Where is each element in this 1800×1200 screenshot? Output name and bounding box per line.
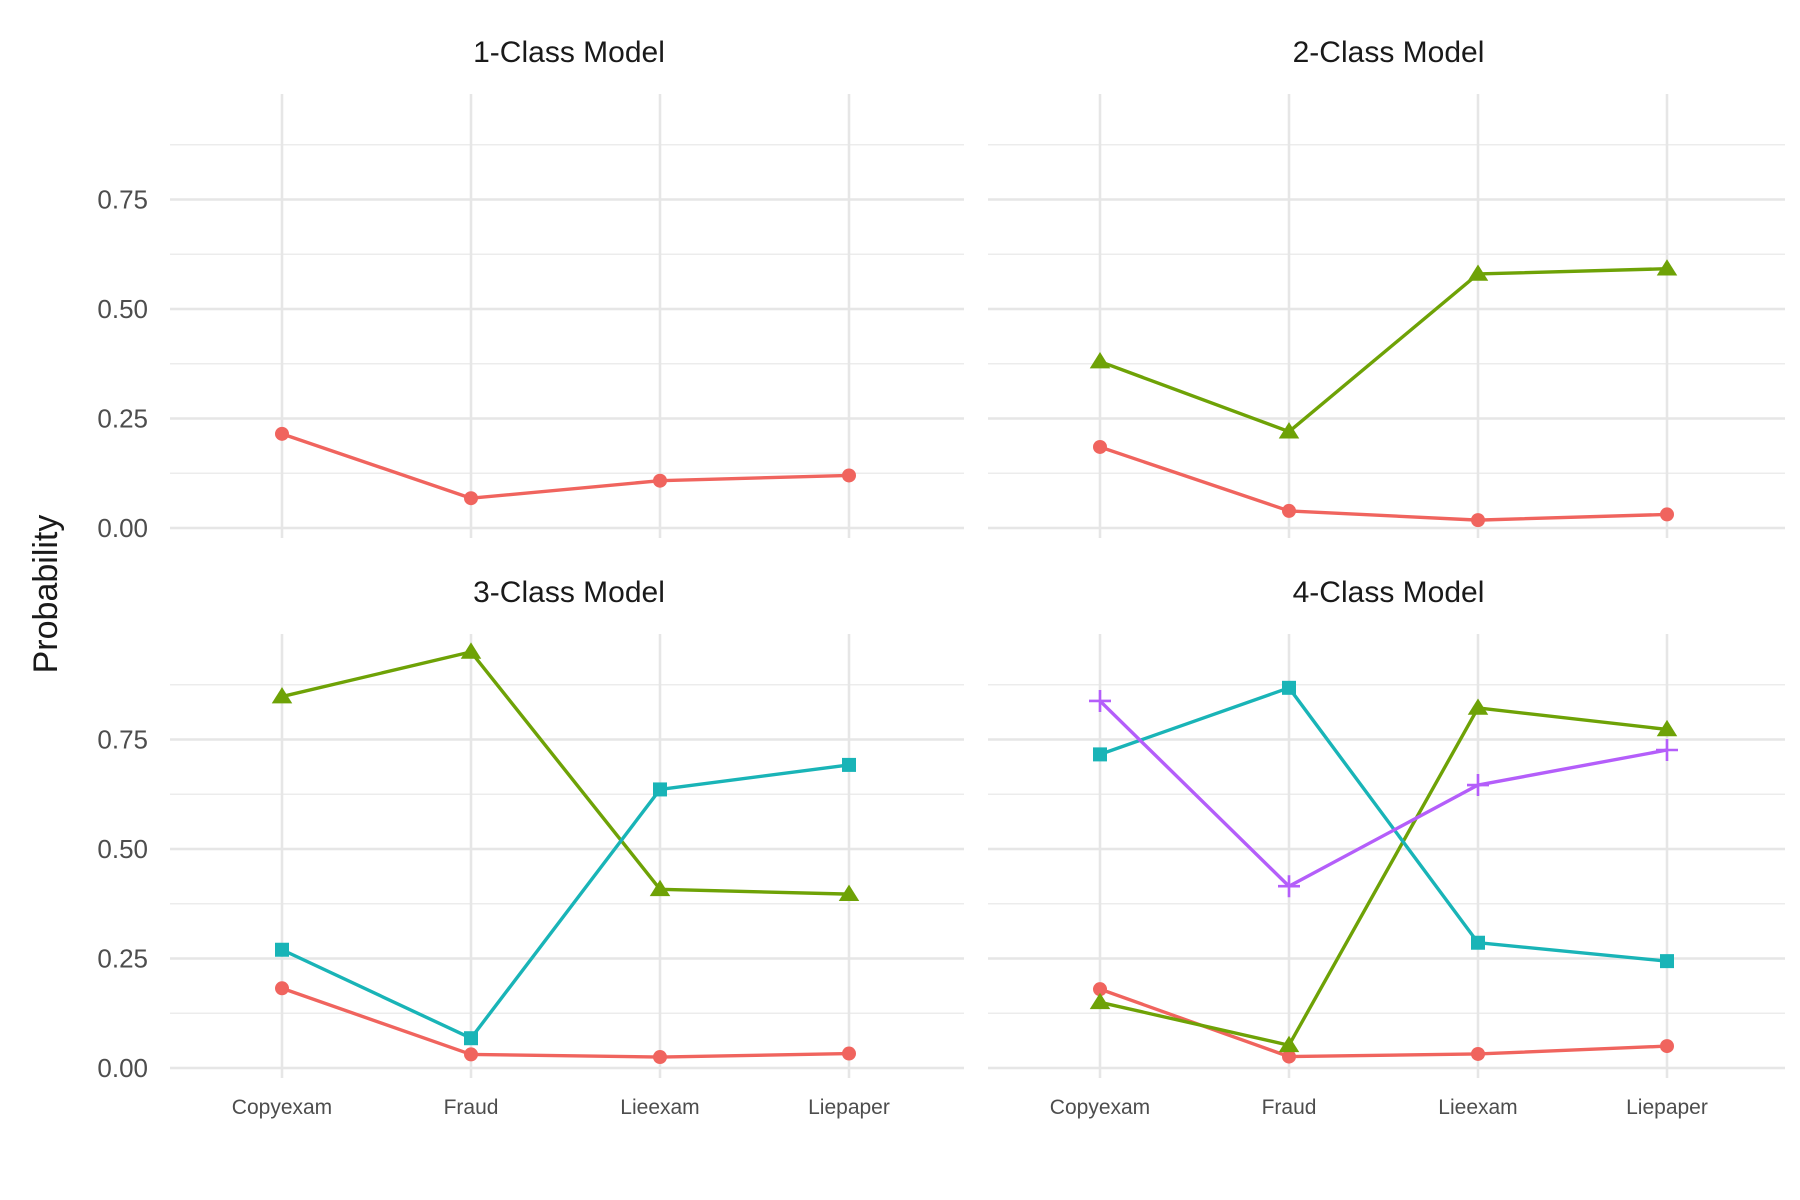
y-tick-label: 0.25 [97, 944, 148, 974]
data-point-class1 [842, 468, 856, 483]
data-point-class1 [653, 1050, 667, 1065]
data-point-class1 [1282, 503, 1296, 518]
panel-2: 2-Class Model [988, 36, 1785, 538]
y-tick-label: 0.50 [97, 294, 148, 324]
data-point-class3 [1660, 954, 1674, 969]
x-tick-label: Liepaper [808, 1096, 890, 1119]
data-point-class1 [464, 491, 478, 506]
series-line-class1 [281, 986, 850, 1059]
y-tick-label: 0.75 [97, 725, 148, 755]
data-point-class1 [275, 981, 289, 996]
data-point-class4 [1278, 875, 1300, 898]
data-point-class1 [1471, 513, 1485, 528]
panel-1: 1-Class Model 0.00 0.25 0.50 0.75 [97, 36, 964, 543]
data-point-class4 [1467, 774, 1489, 797]
data-point-class2 [1089, 352, 1111, 369]
data-point-class1 [1660, 1039, 1674, 1054]
data-point-class1 [1093, 982, 1107, 997]
data-point-class2 [1278, 1035, 1300, 1053]
data-point-class3 [1093, 747, 1107, 762]
series-line-class1 [1099, 445, 1668, 522]
data-point-class3 [464, 1031, 478, 1046]
panels: 1-Class Model 0.00 0.25 0.50 0.75 2-Class Mod… [97, 36, 1785, 1119]
data-point-class2 [1467, 264, 1489, 281]
series-line-class4 [1098, 699, 1668, 888]
x-tick-label: Fraud [1262, 1096, 1317, 1119]
x-tick-label: Fraud [444, 1096, 499, 1119]
x-tick-label: Copyexam [232, 1096, 332, 1119]
data-point-class1 [1471, 1046, 1485, 1061]
y-tick-label: 0.00 [97, 1053, 148, 1083]
data-point-class1 [653, 473, 667, 488]
series-line-class2 [281, 650, 850, 896]
data-point-class3 [653, 782, 667, 797]
data-point-class1 [1282, 1049, 1296, 1064]
data-point-class1 [275, 426, 289, 441]
data-point-class3 [842, 757, 856, 772]
data-point-class4 [1656, 739, 1678, 762]
panel-4: 4-Class Model Copyexam Fraud Lieexam Liepape… [988, 576, 1785, 1119]
data-point-class2 [1467, 698, 1489, 715]
x-tick-label: Liepaper [1626, 1096, 1708, 1119]
data-point-class2 [1656, 719, 1678, 737]
data-point-class1 [1093, 439, 1107, 454]
data-point-class3 [1282, 680, 1296, 695]
x-tick-label: Lieexam [620, 1096, 699, 1119]
y-tick-label: 0.75 [97, 185, 148, 215]
series-line-class2 [1099, 706, 1668, 1047]
data-point-class2 [838, 884, 860, 901]
data-point-class4 [1089, 689, 1111, 712]
panel-3: 3-Class Model 0.00 0.25 0.50 0.75 Copyexam Fra… [97, 576, 964, 1119]
x-tick-label: Lieexam [1438, 1096, 1517, 1119]
series-line-class3 [1099, 686, 1668, 963]
data-point-class1 [464, 1047, 478, 1062]
panel-title: 4-Class Model [1293, 576, 1485, 609]
data-point-class2 [1656, 259, 1678, 276]
panel-title: 3-Class Model [473, 576, 665, 609]
data-point-class2 [1278, 422, 1300, 439]
y-tick-label: 0.25 [97, 404, 148, 434]
y-tick-label: 0.00 [97, 513, 148, 543]
y-tick-label: 0.50 [97, 834, 148, 864]
panel-title: 1-Class Model [473, 36, 665, 69]
y-axis-label: Probability [27, 515, 65, 674]
x-tick-label: Copyexam [1050, 1096, 1150, 1119]
data-point-class1 [1660, 507, 1674, 522]
series-line-class1 [281, 432, 850, 500]
data-point-class2 [460, 642, 482, 659]
panel-title: 2-Class Model [1293, 36, 1485, 69]
series-line-class2 [1099, 267, 1668, 434]
data-point-class3 [275, 942, 289, 957]
data-point-class2 [1089, 992, 1111, 1010]
series-line-class3 [281, 763, 850, 1040]
data-point-class3 [1471, 935, 1485, 950]
data-point-class2 [271, 687, 293, 704]
data-point-class1 [842, 1046, 856, 1061]
data-point-class2 [649, 879, 671, 897]
